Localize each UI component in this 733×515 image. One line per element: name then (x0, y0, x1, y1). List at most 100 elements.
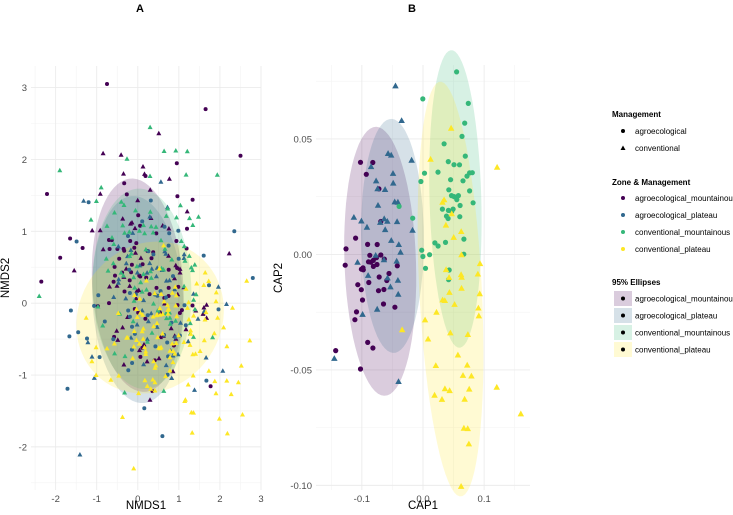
point-conventional_plateau (143, 351, 149, 356)
point-conventional_plateau (167, 354, 173, 360)
panel-a-x-axis-title: NMDS1 (126, 500, 166, 512)
point-agroecological_mountainous (156, 355, 162, 361)
point-conventional_plateau (186, 299, 192, 305)
point-conventional_mountainous (169, 257, 175, 262)
point-conventional_plateau (475, 312, 483, 319)
point-conventional_plateau (187, 342, 193, 347)
point-agroecological_plateau (65, 386, 70, 391)
point-agroecological_mountainous (190, 197, 195, 202)
x-tick-label: -0.1 (354, 494, 370, 505)
point-conventional_mountainous (178, 238, 184, 243)
point-conventional_plateau (206, 368, 212, 373)
point-agroecological_mountainous (154, 285, 159, 290)
point-conventional_mountainous (149, 330, 155, 335)
point-agroecological_mountainous (166, 267, 171, 272)
point-conventional_mountainous (456, 162, 463, 168)
point-conventional_mountainous (214, 172, 220, 177)
point-conventional_plateau (131, 344, 137, 349)
point-agroecological_plateau (148, 310, 154, 316)
point-agroecological_plateau (381, 226, 389, 233)
point-conventional_mountainous (462, 153, 468, 159)
point-agroecological_mountainous (80, 246, 85, 250)
point-agroecological_mountainous (238, 153, 243, 158)
point-agroecological_plateau (128, 247, 134, 252)
point-conventional_plateau (140, 326, 146, 331)
point-conventional_mountainous (122, 353, 128, 359)
point-conventional_plateau (185, 305, 190, 310)
point-agroecological_plateau (387, 151, 395, 158)
point-conventional_plateau (201, 282, 207, 287)
panel-b-x-ticks: -0.1 0.0 0.1 (354, 494, 491, 505)
point-conventional_plateau (134, 337, 139, 342)
legend-zone-item: conventional_plateau (635, 245, 711, 254)
point-agroecological_mountainous (226, 250, 232, 256)
point-agroecological_plateau (128, 335, 134, 340)
point-agroecological_plateau (377, 219, 384, 225)
point-agroecological_mountainous (365, 259, 372, 265)
legend-management-title: Management (612, 110, 661, 119)
point-conventional_plateau (169, 341, 175, 346)
point-conventional_plateau (154, 311, 160, 317)
point-agroecological_mountainous (134, 288, 140, 293)
point-agroecological_plateau (359, 311, 366, 317)
point-agroecological_plateau (384, 274, 391, 281)
point-conventional_plateau (228, 391, 234, 397)
point-conventional_mountainous (109, 235, 115, 240)
point-conventional_mountainous (127, 253, 133, 258)
point-conventional_plateau (193, 351, 198, 356)
point-conventional_plateau (458, 274, 465, 280)
point-agroecological_mountainous (132, 225, 138, 231)
x-tick-label: 3 (258, 494, 263, 505)
point-agroecological_mountainous (112, 264, 117, 269)
point-conventional_mountainous (187, 215, 192, 221)
point-agroecological_plateau (195, 316, 201, 321)
point-agroecological_plateau (182, 303, 187, 308)
point-conventional_plateau (111, 341, 117, 346)
point-agroecological_plateau (144, 336, 150, 342)
point-conventional_plateau (493, 163, 501, 170)
point-agroecological_plateau (137, 262, 143, 268)
panel-a-points (36, 82, 255, 471)
legend-zone-swatch (621, 196, 625, 200)
point-agroecological_mountainous (179, 308, 184, 313)
y-tick-label: 3 (22, 83, 27, 94)
point-conventional_mountainous (128, 251, 134, 256)
point-agroecological_mountainous (107, 301, 111, 306)
point-agroecological_plateau (130, 324, 134, 329)
point-conventional_plateau (202, 270, 208, 275)
point-agroecological_mountainous (177, 311, 182, 315)
legend-zone-management: Zone & Management agroecological_mountai… (612, 178, 733, 254)
point-conventional_mountainous (451, 194, 457, 200)
point-conventional_mountainous (181, 243, 187, 249)
ellipse-agroecological_mountainous (344, 126, 417, 396)
y-tick-label: 0 (22, 299, 27, 310)
point-agroecological_plateau (398, 117, 405, 123)
x-tick-label: -2 (51, 494, 59, 505)
point-conventional_mountainous (182, 258, 188, 263)
point-conventional_mountainous (443, 213, 450, 219)
point-conventional_mountainous (148, 275, 154, 280)
point-agroecological_plateau (115, 243, 121, 249)
point-conventional_plateau (152, 290, 158, 296)
point-conventional_mountainous (139, 289, 145, 294)
point-agroecological_plateau (216, 307, 221, 312)
point-conventional_mountainous (158, 237, 164, 243)
point-agroecological_plateau (81, 198, 87, 203)
point-conventional_mountainous (421, 170, 428, 176)
point-conventional_mountainous (138, 279, 144, 285)
point-agroecological_mountainous (133, 250, 138, 255)
point-conventional_mountainous (460, 178, 466, 184)
point-agroecological_plateau (111, 294, 117, 299)
point-agroecological_plateau (372, 177, 380, 184)
point-conventional_mountainous (454, 69, 460, 75)
point-agroecological_plateau (363, 223, 371, 230)
point-agroecological_plateau (127, 267, 132, 272)
point-conventional_plateau (108, 377, 114, 382)
point-conventional_plateau (176, 332, 182, 338)
point-conventional_mountainous (163, 213, 169, 218)
point-agroecological_mountainous (185, 226, 189, 231)
point-agroecological_mountainous (107, 284, 112, 289)
point-conventional_plateau (194, 281, 200, 286)
point-agroecological_mountainous (183, 326, 189, 332)
point-conventional_plateau (169, 290, 175, 295)
